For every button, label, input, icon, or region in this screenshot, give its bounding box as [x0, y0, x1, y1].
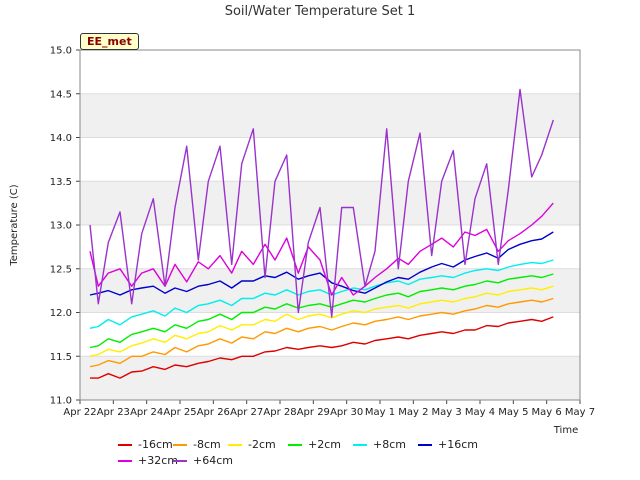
station-badge: EE_met	[80, 33, 139, 50]
x-tick-label: May 1	[365, 407, 395, 418]
y-tick-label: 11.0	[50, 396, 72, 407]
x-tick-label: Apr 22	[63, 407, 96, 418]
x-tick-label: Apr 28	[263, 407, 296, 418]
legend-swatch	[173, 444, 187, 446]
y-tick-label: 11.5	[50, 352, 72, 363]
x-tick-label: Apr 26	[197, 407, 230, 418]
grid-band	[80, 181, 580, 225]
y-tick-label: 12.0	[50, 308, 72, 319]
grid-band	[80, 93, 580, 138]
legend-swatch	[173, 460, 187, 462]
legend-label: +2cm	[308, 438, 341, 451]
series-line--2cm	[89, 285, 554, 357]
series-line--8cm	[89, 297, 554, 368]
legend-item: -16cm	[118, 438, 173, 452]
legend-item: -8cm	[173, 438, 221, 452]
y-tick-label: 14.5	[50, 89, 72, 100]
series-line-+2cm	[89, 273, 554, 349]
series-line--16cm	[90, 316, 554, 379]
x-tick-label: Apr 24	[130, 407, 163, 418]
series-line-+16cm	[89, 231, 554, 296]
x-axis-label: Time	[553, 425, 578, 436]
x-tick-label: Apr 23	[97, 407, 130, 418]
legend-label: -2cm	[248, 438, 276, 451]
legend-item: +64cm	[173, 454, 233, 468]
series-group	[89, 88, 554, 379]
x-tick-label: May 6	[532, 407, 562, 418]
legend-item: +16cm	[418, 438, 478, 452]
legend-item: -2cm	[228, 438, 276, 452]
legend-swatch	[288, 444, 302, 446]
legend-label: -8cm	[193, 438, 221, 451]
x-tick-label: Apr 25	[163, 407, 196, 418]
legend-item: +2cm	[288, 438, 341, 452]
legend-label: +64cm	[193, 454, 233, 467]
x-tick-label: May 7	[565, 407, 595, 418]
y-tick-label: 12.5	[50, 264, 72, 275]
x-tick-label: Apr 27	[230, 407, 263, 418]
y-axis-label: Temperature (C)	[9, 184, 20, 266]
legend-label: -16cm	[138, 438, 173, 451]
y-tick-label: 15.0	[50, 46, 72, 57]
legend-label: +32cm	[138, 454, 178, 467]
legend-swatch	[353, 444, 367, 446]
legend-item: +8cm	[353, 438, 406, 452]
series-line-+8cm	[89, 259, 554, 329]
chart-title: Soil/Water Temperature Set 1	[225, 4, 416, 19]
legend-swatch	[118, 460, 132, 462]
legend-item: +32cm	[118, 454, 178, 468]
legend-swatch	[228, 444, 242, 446]
x-tick-label: Apr 29	[297, 407, 330, 418]
x-tick-label: Apr 30	[330, 407, 363, 418]
legend-label: +16cm	[438, 438, 478, 451]
y-tick-label: 13.0	[50, 221, 72, 232]
x-tick-label: May 4	[465, 407, 495, 418]
grid-band	[80, 356, 580, 400]
legend-swatch	[418, 444, 432, 446]
plot-border	[79, 49, 581, 401]
series-line-+64cm	[89, 88, 554, 318]
axes: 11.0 11.5 12.0 12.5 13.0 13.5 14.0 14.5 15.0 Apr …	[50, 46, 595, 419]
legend-label: +8cm	[373, 438, 406, 451]
legend-swatch	[118, 444, 132, 446]
x-tick-label: May 5	[498, 407, 528, 418]
x-tick-label: May 3	[432, 407, 462, 418]
y-tick-label: 14.0	[50, 133, 72, 144]
x-tick-label: May 2	[398, 407, 428, 418]
y-tick-label: 13.5	[50, 177, 72, 188]
